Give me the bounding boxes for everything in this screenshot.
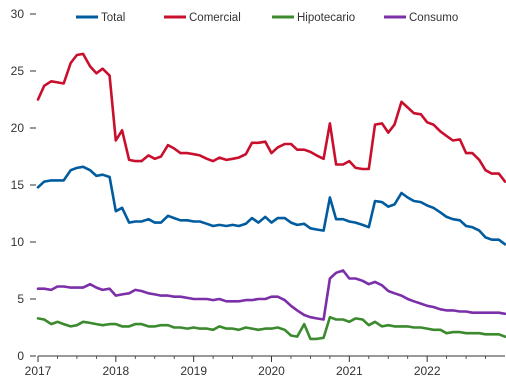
series-line-consumo <box>36 269 506 321</box>
x-tick-label: 2018 <box>102 364 129 378</box>
legend-item-total: Total <box>76 12 125 24</box>
legend-label: Comercial <box>189 12 241 24</box>
legend-item-consumo: Consumo <box>384 12 458 24</box>
series-line-hipotecario <box>36 315 506 341</box>
legend-item-hipotecario: Hipotecario <box>272 12 355 24</box>
x-tick-label: 2019 <box>180 364 207 378</box>
legend-label: Total <box>101 12 125 24</box>
legend-item-comercial: Comercial <box>164 12 241 24</box>
y-tick-label: 20 <box>11 121 25 135</box>
series-line-total <box>36 165 506 246</box>
series-line-comercial <box>36 52 506 183</box>
x-tick-label: 2020 <box>258 364 285 378</box>
y-axis: 0 5 10 15 20 25 30 <box>11 7 36 363</box>
legend: Total Comercial Hipotecario Consumo <box>76 12 458 24</box>
y-tick-label: 10 <box>11 235 25 249</box>
y-tick-label: 25 <box>11 64 25 78</box>
x-tick-label: 2017 <box>25 364 52 378</box>
x-tick-label: 2021 <box>336 364 363 378</box>
y-tick-label: 0 <box>17 349 24 363</box>
legend-label: Consumo <box>409 12 458 24</box>
x-tick-label: 2022 <box>414 364 441 378</box>
y-tick-label: 5 <box>17 292 24 306</box>
y-tick-label: 30 <box>11 7 25 21</box>
y-tick-label: 15 <box>11 178 25 192</box>
x-axis: 2017 2018 2019 2020 2021 2022 <box>25 355 505 378</box>
legend-label: Hipotecario <box>297 12 355 24</box>
series-lines <box>36 52 506 341</box>
